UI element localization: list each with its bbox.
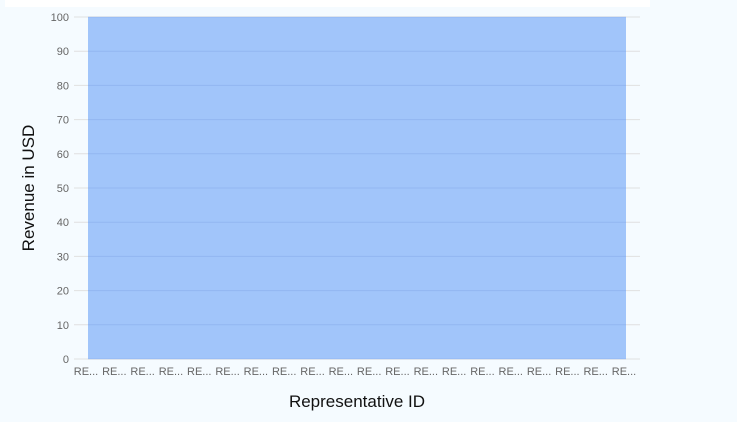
top-strip [5,0,650,7]
y-tick-label: 0 [63,354,69,366]
y-tick-label: 10 [57,320,69,332]
y-tick-label: 80 [57,80,69,92]
x-tick-label: RE... [583,366,607,378]
y-axis-title: Revenue in USD [19,125,38,252]
y-tick-label: 90 [57,46,69,58]
x-tick-label: RE... [187,366,211,378]
x-tick-label: RE... [159,366,183,378]
x-tick-label: RE... [612,366,636,378]
x-tick-label: RE... [272,366,296,378]
y-tick-label: 30 [57,251,69,263]
y-tick-label: 60 [57,149,69,161]
x-tick-label: RE... [215,366,239,378]
x-tick-label: RE... [74,366,98,378]
y-tick-label: 100 [51,12,69,24]
y-tick-label: 40 [57,217,69,229]
x-tick-label: RE... [244,366,268,378]
area-series [88,17,626,359]
x-tick-label: RE... [442,366,466,378]
x-tick-label: RE... [329,366,353,378]
x-tick-label: RE... [414,366,438,378]
x-tick-label: RE... [499,366,523,378]
x-tick-label: RE... [470,366,494,378]
y-tick-label: 50 [57,183,69,195]
x-tick-label: RE... [300,366,324,378]
x-tick-label: RE... [130,366,154,378]
x-tick-label: RE... [555,366,579,378]
x-tick-label: RE... [385,366,409,378]
x-axis-title: Representative ID [289,392,425,411]
x-tick-label: RE... [357,366,381,378]
y-tick-label: 20 [57,286,69,298]
y-tick-label: 70 [57,115,69,127]
x-tick-label: RE... [527,366,551,378]
x-tick-label: RE... [102,366,126,378]
